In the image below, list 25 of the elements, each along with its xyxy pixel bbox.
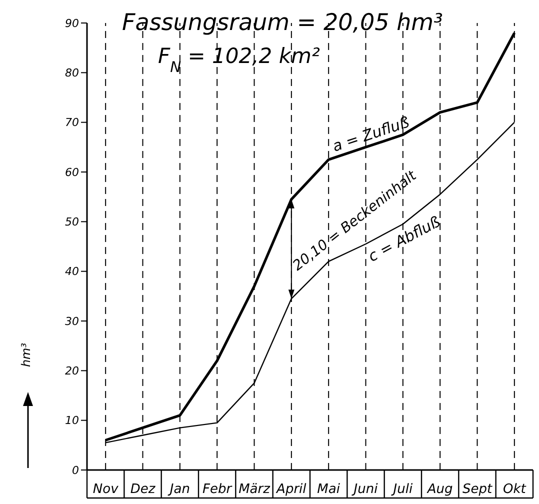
chart-title: Fassungsraum = 20,05 hm³ (122, 10, 443, 36)
y-tick-label: 60 (65, 166, 79, 179)
text: F$_{N}$ = 102,2 km² (158, 44, 320, 76)
x-tick-label: März (238, 482, 272, 498)
y-tick-label: 40 (65, 265, 79, 278)
y-tick-label: 80 (65, 66, 79, 80)
x-tick-label: Juni (350, 482, 378, 498)
y-tick-label: 90 (65, 16, 79, 30)
x-tick-label: April (276, 482, 307, 498)
y-tick-label: 10 (65, 414, 79, 428)
x-tick-label: Jan (166, 482, 190, 498)
x-tick-label: Dez (130, 482, 156, 498)
x-tick-label: Okt (502, 482, 527, 498)
y-tick-label: 20 (65, 364, 79, 378)
y-tick-label: 70 (65, 116, 79, 130)
y-tick-label: 50 (65, 216, 79, 229)
x-tick-label: Sept (462, 482, 493, 498)
x-tick-label: Mai (317, 482, 340, 498)
x-tick-label: Aug (426, 482, 453, 498)
y-tick-label: 30 (65, 314, 79, 328)
y-tick-label: 0 (72, 464, 79, 477)
x-tick-label: Juli (390, 482, 413, 498)
x-tick-label: Nov (92, 482, 119, 498)
y-axis-title: hm³ (19, 342, 33, 368)
x-tick-label: Febr (202, 482, 234, 498)
